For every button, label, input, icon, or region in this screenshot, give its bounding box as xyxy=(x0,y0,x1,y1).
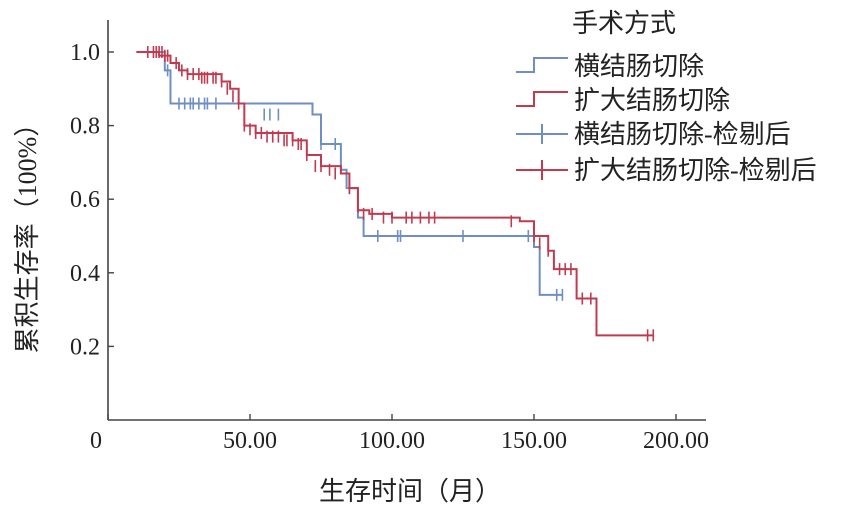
legend-step-swatch xyxy=(516,91,568,107)
y-tick-label: 1.0 xyxy=(70,40,100,66)
x-axis-label: 生存时间（月） xyxy=(319,477,501,506)
x-ticks: 0 50.00 100.00 150.00 200.00 xyxy=(90,414,709,454)
x-tick-label: 200.00 xyxy=(643,428,709,454)
legend-entry-label: 横结肠切除-检剔后 xyxy=(574,120,791,149)
x-tick-label: 0 xyxy=(90,428,102,454)
x-tick-label: 50.00 xyxy=(223,428,277,454)
y-axis-label: 累积生存率（100%） xyxy=(13,111,42,354)
x-tick-label: 100.00 xyxy=(359,428,425,454)
legend-title: 手术方式 xyxy=(572,9,676,38)
x-tick-label: 150.00 xyxy=(501,428,567,454)
legend-entry-label: 横结肠切除 xyxy=(574,52,704,81)
y-tick-label: 0.4 xyxy=(70,261,100,287)
axes xyxy=(107,20,706,421)
y-tick-label: 0.2 xyxy=(70,334,100,360)
legend-step-swatch xyxy=(516,57,568,73)
y-tick-label: 0.6 xyxy=(70,187,100,213)
series-layer xyxy=(136,46,655,342)
legend-entry-label: 扩大结肠切除 xyxy=(574,86,730,115)
y-ticks: 0.2 0.4 0.6 0.8 1.0 xyxy=(70,40,114,360)
y-tick-label: 0.8 xyxy=(70,114,100,140)
legend-entry-label: 扩大结肠切除-检剔后 xyxy=(574,156,817,185)
